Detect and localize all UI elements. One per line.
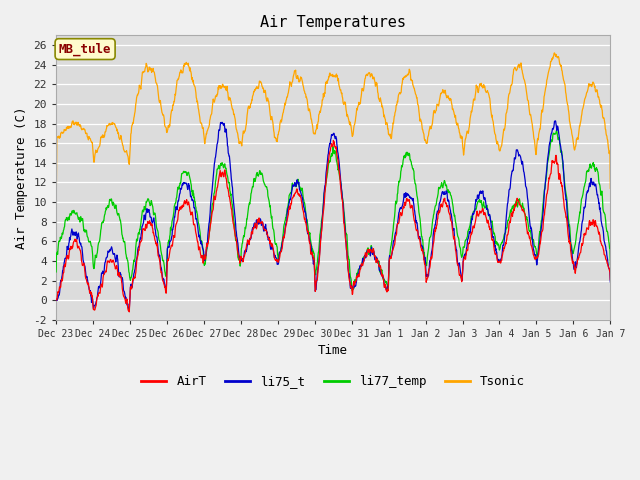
Tsonic <box>419 129 427 135</box>
AirT <box>176 205 184 211</box>
li77_temp <box>175 183 183 189</box>
AirT <box>492 252 500 258</box>
li75_t <box>420 251 428 256</box>
li75_t <box>492 246 500 252</box>
li77_temp <box>237 246 245 252</box>
AirT <box>238 256 246 262</box>
Tsonic <box>237 141 245 146</box>
li77_temp <box>420 245 428 251</box>
li75_t <box>52 297 60 302</box>
li77_temp <box>541 186 548 192</box>
li77_temp <box>348 288 356 293</box>
li75_t <box>176 191 184 196</box>
li75_t <box>541 186 548 192</box>
li77_temp <box>607 262 614 268</box>
li77_temp <box>552 128 560 133</box>
li75_t <box>238 257 246 263</box>
Text: MB_tule: MB_tule <box>59 42 111 56</box>
li75_t <box>163 289 170 295</box>
li75_t <box>125 308 132 313</box>
Tsonic <box>607 185 614 191</box>
Y-axis label: Air Temperature (C): Air Temperature (C) <box>15 106 28 249</box>
li75_t <box>552 118 559 124</box>
li77_temp <box>52 269 60 275</box>
Line: li77_temp: li77_temp <box>56 131 611 290</box>
Tsonic <box>162 124 170 130</box>
li75_t <box>607 279 614 285</box>
Legend: AirT, li75_t, li77_temp, Tsonic: AirT, li75_t, li77_temp, Tsonic <box>136 370 530 393</box>
Tsonic <box>541 93 548 98</box>
Line: AirT: AirT <box>56 141 611 312</box>
Title: Air Temperatures: Air Temperatures <box>260 15 406 30</box>
Line: Tsonic: Tsonic <box>56 53 611 218</box>
AirT <box>163 290 170 296</box>
AirT <box>52 297 60 302</box>
Tsonic <box>175 73 183 79</box>
AirT <box>125 309 133 315</box>
Tsonic <box>492 132 499 138</box>
Tsonic <box>550 50 558 56</box>
X-axis label: Time: Time <box>318 344 348 357</box>
Tsonic <box>52 215 60 221</box>
AirT <box>607 277 614 283</box>
li77_temp <box>162 273 170 279</box>
AirT <box>541 205 549 211</box>
AirT <box>420 256 428 262</box>
Line: li75_t: li75_t <box>56 121 611 311</box>
li77_temp <box>492 241 500 247</box>
AirT <box>330 138 337 144</box>
